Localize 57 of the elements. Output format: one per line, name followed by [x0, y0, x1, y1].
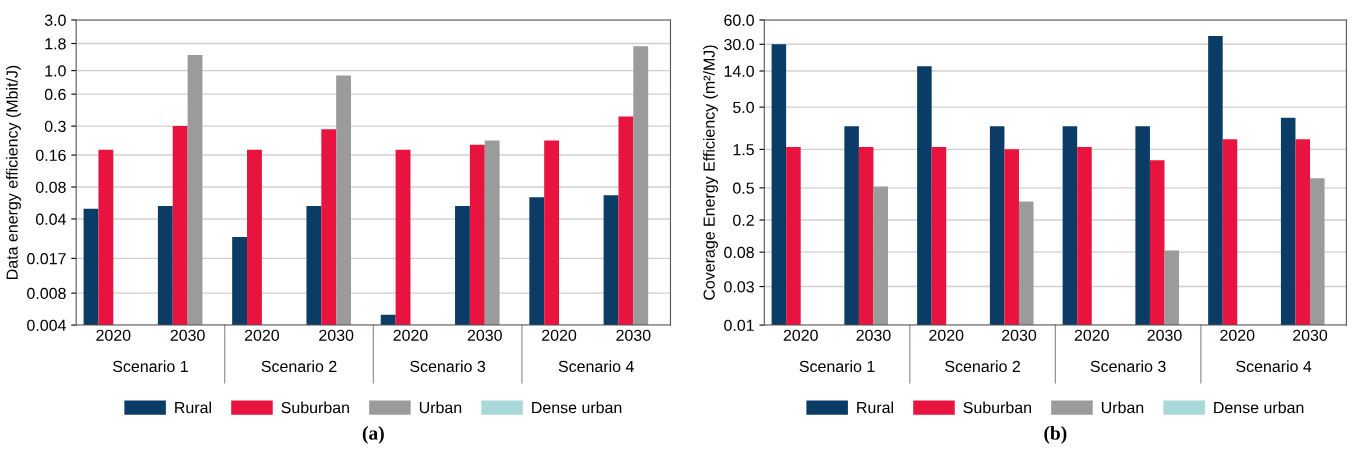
y-tick-label: 5.0	[733, 101, 754, 114]
x-tick-label: 2030	[1293, 329, 1328, 341]
y-axis-title: Coverage Energy Efficiency (m²/MJ)	[703, 45, 718, 300]
legend-label: Suburban	[281, 401, 349, 414]
y-tick-label: 0.017	[27, 253, 66, 265]
text: Scenario 1	[799, 360, 875, 373]
legend-label: Rural	[175, 401, 211, 414]
x-tick-label: 2020	[96, 329, 131, 341]
text: Scenario 3	[1090, 360, 1166, 373]
y-tick-label: 3.0	[44, 14, 66, 26]
legend-label: Urban	[1101, 401, 1144, 414]
y-tick-label: 0.08	[35, 181, 66, 193]
y-tick-label: 0.08	[724, 246, 754, 259]
x-tick-label: 2020	[542, 329, 577, 341]
y-tick-label: 14.0	[724, 65, 754, 77]
legend-label: Dense urban	[532, 401, 622, 414]
y-tick-label: 0.004	[27, 319, 66, 332]
y-tick-label: 0.3	[44, 120, 66, 133]
y-tick-label: 30.0	[724, 38, 754, 51]
y-tick-label: 0.6	[44, 88, 66, 101]
text: (a)	[362, 426, 384, 444]
text: Scenario 2	[945, 360, 1020, 373]
text: (b)	[1044, 426, 1067, 444]
text: Scenario 4	[1236, 360, 1312, 373]
x-tick-label: 2030	[170, 329, 205, 341]
x-tick-label: 2020	[244, 329, 280, 341]
x-tick-label: 2020	[1220, 329, 1255, 341]
text: Scenario 1	[113, 360, 188, 373]
legend-label: Rural	[857, 401, 894, 414]
x-tick-label: 2030	[467, 329, 502, 341]
y-tick-label: 0.01	[724, 319, 754, 332]
y-tick-label: 1.5	[733, 144, 754, 156]
legend-label: Suburban	[963, 401, 1031, 414]
legend-label: Dense urban	[1214, 401, 1304, 414]
y-tick-label: 1.0	[45, 65, 66, 77]
x-tick-label: 2020	[783, 329, 818, 341]
y-tick-label: 0.008	[27, 287, 66, 300]
y-tick-label: 0.2	[733, 214, 754, 226]
y-tick-label: 0.03	[724, 281, 754, 293]
text: Scenario 2	[261, 360, 337, 373]
x-tick-label: 2030	[1002, 329, 1037, 341]
y-tick-label: 0.16	[35, 149, 66, 162]
x-tick-label: 2030	[616, 329, 651, 341]
text: Scenario 3	[410, 360, 486, 373]
y-tick-label: 0.5	[733, 182, 754, 194]
x-tick-label: 2030	[319, 329, 354, 341]
x-tick-label: 2020	[393, 329, 428, 341]
y-tick-label: 60.0	[724, 14, 754, 26]
y-tick-label: 0.04	[35, 213, 66, 225]
x-tick-label: 2020	[929, 329, 964, 341]
x-tick-label: 2030	[1147, 329, 1182, 341]
x-tick-label: 2020	[1074, 329, 1109, 341]
legend-label: Urban	[419, 401, 462, 414]
text: Scenario 4	[558, 360, 634, 373]
y-tick-label: 1.8	[45, 38, 66, 50]
x-tick-label: 2030	[856, 329, 891, 341]
y-axis-title: Data energy efficiency (Mbit/J)	[6, 65, 21, 279]
